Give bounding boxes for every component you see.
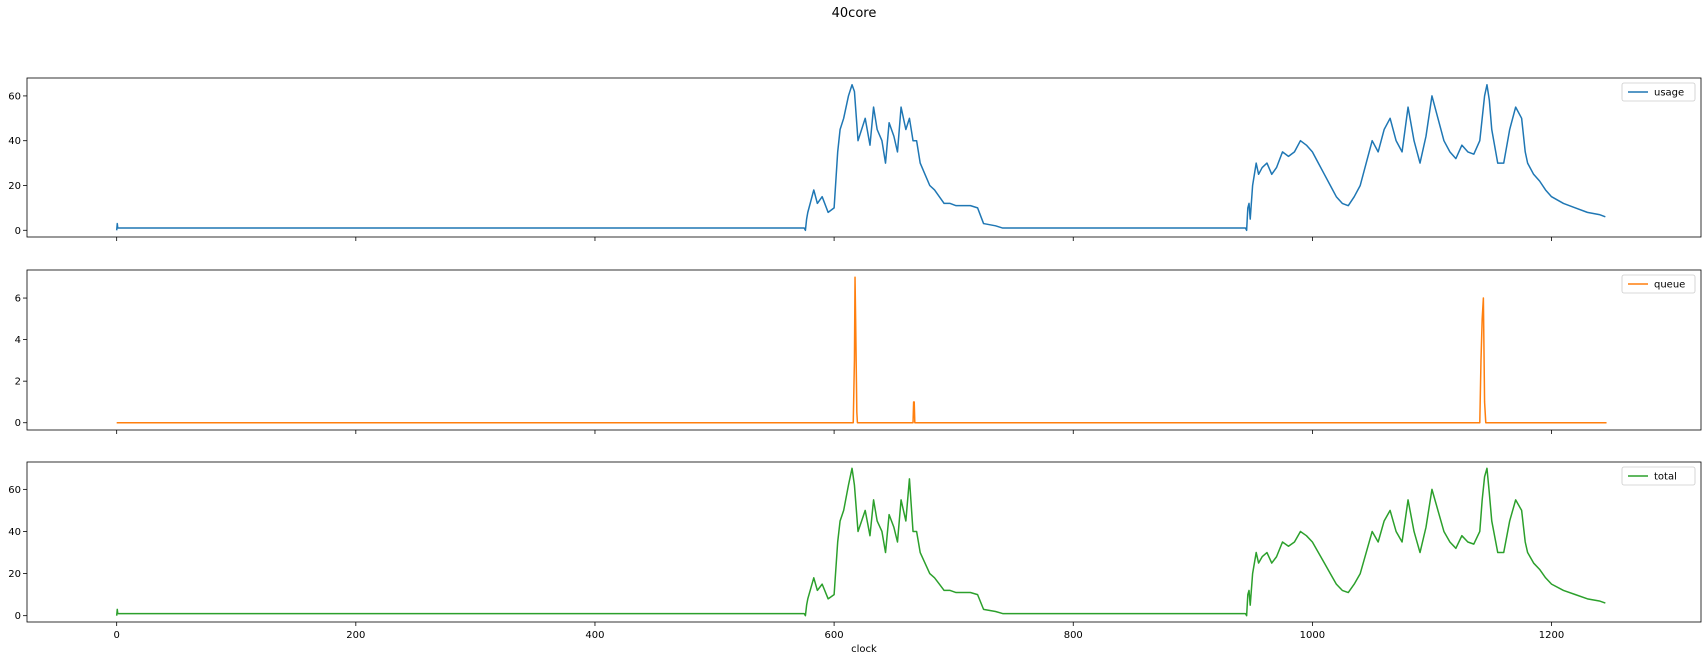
usage-series-line [115,83,1606,232]
queue-axes-frame [26,269,1702,431]
usage-y-tick-label: 20 [8,181,21,192]
total-axes-frame [26,461,1702,623]
usage-y-tick-label: 60 [8,91,21,102]
usage-legend-box [1621,82,1696,102]
total-y-tick-label: 20 [8,569,21,580]
total-y-tick-label: 60 [8,485,21,496]
usage-legend-label: usage [1654,88,1684,99]
queue-y-tick-label: 2 [15,377,21,388]
total-y-tick-label: 40 [8,527,21,538]
usage-axes-frame [26,77,1702,238]
total-legend-label: total [1654,472,1677,483]
total-y-tick-label: 0 [15,611,21,622]
total-legend-box [1621,466,1696,486]
queue-y-tick-label: 0 [15,418,21,429]
x-tick-label: 600 [825,630,844,641]
usage-y-tick-label: 40 [8,136,21,147]
queue-legend-box [1621,274,1696,294]
queue-y-tick-label: 6 [15,294,21,305]
x-tick-label: 400 [585,630,604,641]
x-tick-label: 1000 [1300,630,1325,641]
queue-legend-label: queue [1654,280,1685,291]
total-series-line [115,467,1606,617]
x-axis-label: clock [851,644,877,655]
x-tick-label: 0 [113,630,119,641]
x-tick-label: 800 [1064,630,1083,641]
queue-series-line [116,276,1607,424]
queue-y-tick-label: 4 [15,335,21,346]
panel-queue: 0 2 4 6 queue [15,269,1702,434]
x-tick-label: 1200 [1539,630,1564,641]
x-tick-label: 200 [346,630,365,641]
panel-usage: 0 20 40 60 usage [8,77,1702,241]
figure-title: 40core [831,6,877,21]
usage-y-tick-label: 0 [15,226,21,237]
